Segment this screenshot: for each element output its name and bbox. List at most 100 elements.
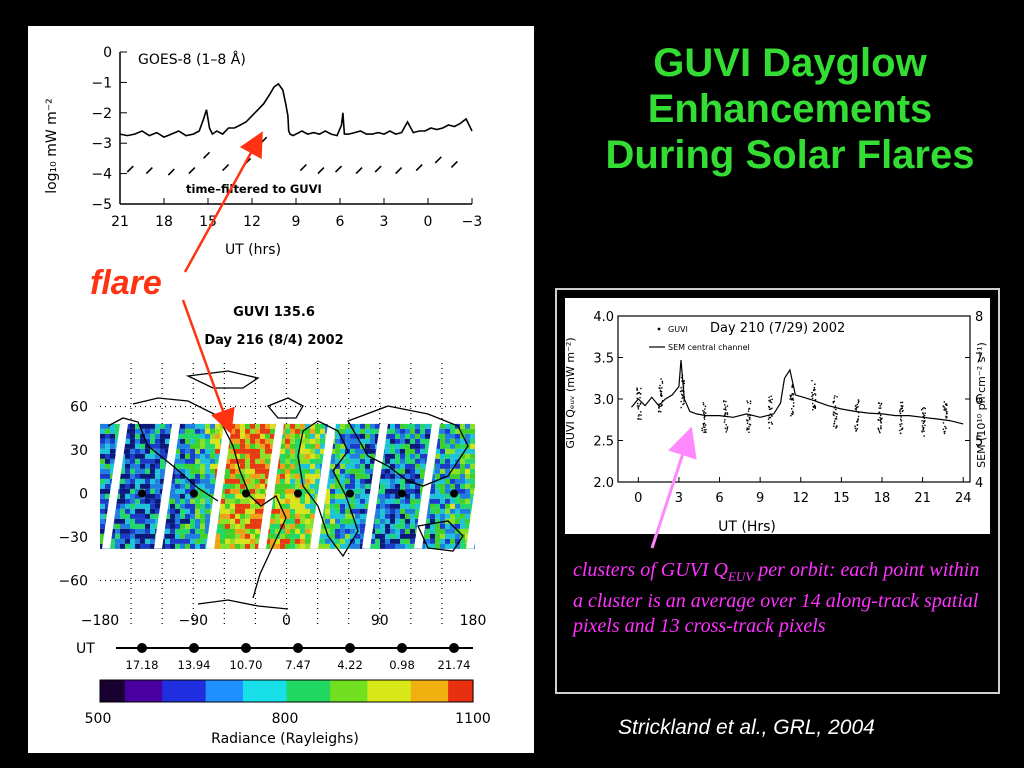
swath-pixel bbox=[315, 493, 320, 499]
swath-pixel bbox=[285, 473, 290, 479]
guvi-point bbox=[748, 431, 750, 434]
swath-pixel bbox=[215, 463, 220, 469]
swath-pixel bbox=[155, 503, 160, 509]
colorbar-cell bbox=[410, 680, 418, 702]
swath-pixel bbox=[125, 503, 130, 509]
swath-pixel bbox=[350, 508, 355, 514]
guvi-point bbox=[946, 404, 948, 406]
colorbar-cell bbox=[230, 680, 238, 702]
guvi-point bbox=[681, 380, 683, 382]
swath-pixel bbox=[285, 438, 290, 444]
guvi-point bbox=[791, 410, 794, 413]
swath-pixel bbox=[115, 503, 120, 509]
swath-pixel bbox=[400, 443, 405, 449]
swath-pixel bbox=[280, 448, 285, 454]
ut-value: 21.74 bbox=[438, 658, 471, 672]
swath-pixel bbox=[420, 468, 425, 474]
swath-pixel bbox=[180, 423, 185, 429]
goes-plot: 0−1−2−3−4−521 18 15 12 9 6 3 0 −3 bbox=[91, 45, 482, 230]
swath-pixel bbox=[185, 528, 190, 534]
swath-pixel bbox=[190, 438, 195, 444]
swath-pixel bbox=[400, 538, 405, 544]
swath-pixel bbox=[330, 523, 335, 529]
swath-pixel bbox=[255, 423, 260, 429]
swath-pixel bbox=[465, 453, 470, 459]
guvi-point bbox=[680, 406, 682, 409]
swath-pixel bbox=[280, 493, 285, 499]
swath-pixel bbox=[435, 538, 440, 544]
guvi-point bbox=[639, 397, 641, 399]
swath-pixel bbox=[445, 503, 450, 509]
swath-pixel bbox=[305, 473, 310, 479]
swath-pixel bbox=[305, 528, 310, 534]
swath-pixel bbox=[435, 468, 440, 474]
swath-pixel bbox=[410, 523, 415, 529]
swath-pixel bbox=[175, 458, 180, 464]
swath-pixel bbox=[395, 533, 400, 539]
swath-pixel bbox=[360, 513, 365, 519]
swath-pixel bbox=[110, 543, 115, 549]
swath-pixel bbox=[385, 493, 390, 499]
swath-pixel bbox=[135, 478, 140, 484]
swath-pixel bbox=[275, 468, 280, 474]
swath-pixel bbox=[260, 448, 265, 454]
swath-pixel bbox=[395, 538, 400, 544]
swath-pixel bbox=[145, 423, 150, 429]
swath-pixel bbox=[120, 463, 125, 469]
colorbar-cell bbox=[404, 680, 412, 702]
colorbar-cell bbox=[466, 680, 474, 702]
guvi-point bbox=[725, 400, 727, 403]
guvi-point bbox=[856, 421, 858, 423]
swath-pixel bbox=[340, 478, 345, 484]
guvi-point bbox=[747, 415, 749, 417]
swath-pixel bbox=[175, 448, 180, 454]
guvi-point bbox=[854, 425, 856, 427]
swath-pixel bbox=[185, 458, 190, 464]
guvi-point bbox=[902, 405, 904, 407]
swath-pixel bbox=[140, 448, 145, 454]
swath-pixel bbox=[460, 478, 465, 484]
guvi-point bbox=[921, 431, 924, 433]
swath-pixel bbox=[330, 488, 335, 494]
swath-pixel bbox=[465, 523, 470, 529]
swath-pixel bbox=[195, 448, 200, 454]
swath-pixel bbox=[290, 533, 295, 539]
swath-pixel bbox=[205, 478, 210, 484]
swath-pixel bbox=[275, 483, 280, 489]
swath-pixel bbox=[210, 443, 215, 449]
swath-pixel bbox=[175, 538, 180, 544]
swath-pixel bbox=[130, 453, 135, 459]
swath-pixel bbox=[355, 468, 360, 474]
swath-pixel bbox=[255, 468, 260, 474]
swath-pixel bbox=[415, 478, 420, 484]
swath-pixel bbox=[450, 453, 455, 459]
swath-pixel bbox=[325, 538, 330, 544]
swath-pixel bbox=[195, 428, 200, 434]
swath-pixel bbox=[165, 508, 170, 514]
swath-pixel bbox=[230, 508, 235, 514]
swath-pixel bbox=[335, 503, 340, 509]
swath-pixel bbox=[280, 463, 285, 469]
continent-outline bbox=[417, 520, 464, 552]
swath-pixel bbox=[465, 433, 470, 439]
ut-value: 10.70 bbox=[230, 658, 263, 672]
swath-pixel bbox=[380, 493, 385, 499]
swath-pixel bbox=[345, 473, 350, 479]
rp-title: Day 210 (7/29) 2002 bbox=[710, 321, 845, 336]
swath-pixel bbox=[370, 468, 375, 474]
guvi-point bbox=[814, 393, 816, 395]
guvi-point bbox=[640, 411, 642, 413]
swath-pixel bbox=[360, 458, 365, 464]
guvi-point bbox=[791, 413, 794, 416]
orbit-marker bbox=[398, 489, 406, 498]
swath-pixel bbox=[440, 458, 445, 464]
guvi-point bbox=[636, 392, 639, 394]
swath-pixel bbox=[105, 438, 110, 444]
guvi-point bbox=[832, 411, 835, 413]
guvi-point bbox=[835, 427, 837, 429]
swath-pixel bbox=[200, 458, 205, 464]
swath-pixel bbox=[300, 488, 305, 494]
swath-pixel bbox=[130, 473, 135, 479]
swath-pixel bbox=[170, 503, 175, 509]
swath-pixel bbox=[325, 493, 330, 499]
